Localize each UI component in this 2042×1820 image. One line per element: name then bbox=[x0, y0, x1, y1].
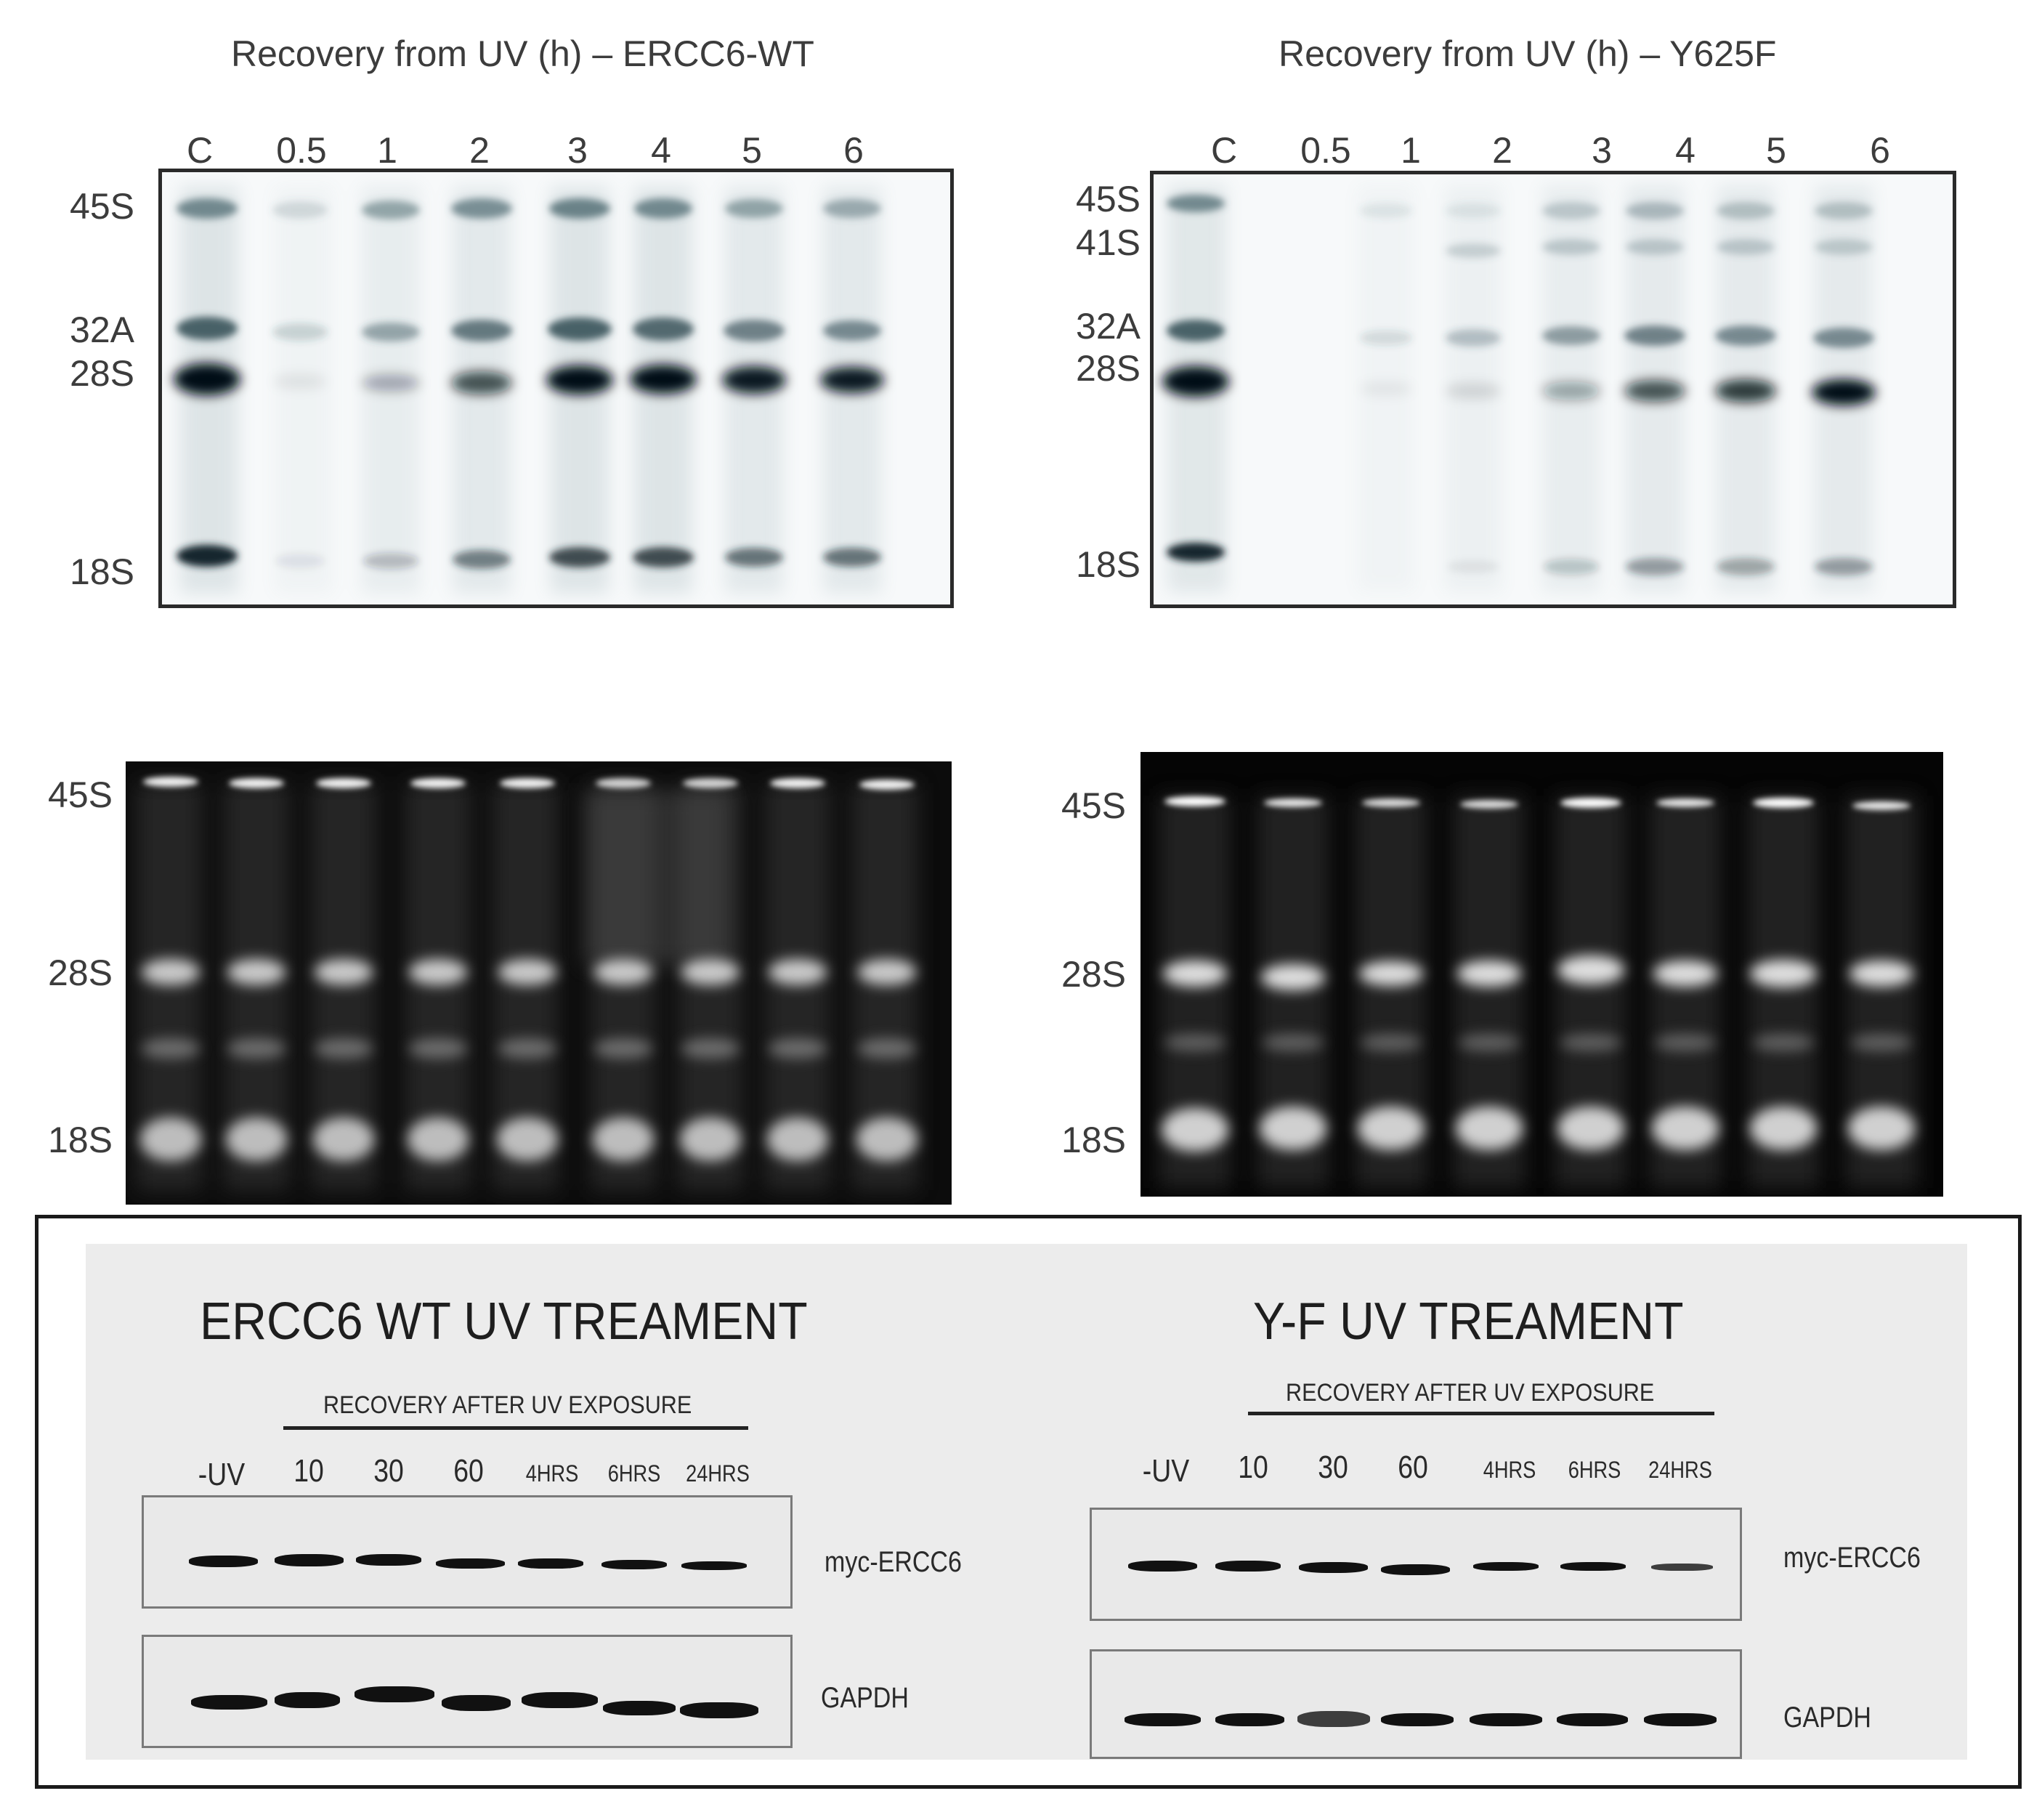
wb-band bbox=[518, 1558, 583, 1569]
lane-label: 5 bbox=[1766, 130, 1786, 171]
agarose-gel-right bbox=[1140, 752, 1943, 1197]
wb-band bbox=[1470, 1713, 1542, 1726]
band-label-28s: 28S bbox=[1076, 348, 1140, 389]
lane-label: 2 bbox=[1492, 130, 1512, 171]
wb-band bbox=[1215, 1561, 1281, 1572]
western-left-title: ERCC6 WT UV TREAMENT bbox=[200, 1293, 808, 1351]
wb-band bbox=[1125, 1713, 1201, 1726]
wb-band bbox=[1651, 1564, 1713, 1571]
wb-band bbox=[436, 1558, 505, 1569]
western-blot-frame bbox=[35, 1215, 2022, 1789]
wb-lane-label: 10 bbox=[293, 1453, 324, 1489]
wb-lane-label: 60 bbox=[1398, 1449, 1428, 1485]
lane-label: C bbox=[1210, 130, 1238, 171]
western-left-myc-strip bbox=[142, 1495, 793, 1609]
wb-band bbox=[1215, 1713, 1284, 1726]
wb-lane-label: 4HRS bbox=[525, 1460, 579, 1487]
lane-label: 6 bbox=[843, 130, 864, 171]
wb-lane-label: -UV bbox=[1142, 1453, 1190, 1489]
wb-lane-label: 30 bbox=[373, 1453, 404, 1489]
wb-band bbox=[356, 1554, 421, 1566]
western-left-label-myc: myc-ERCC6 bbox=[825, 1546, 962, 1578]
band-label-32a: 32A bbox=[1076, 306, 1140, 347]
western-right-title: Y-F UV TREAMENT bbox=[1253, 1293, 1684, 1351]
northern-blot-wt bbox=[158, 169, 954, 608]
western-left-subtitle: RECOVERY AFTER UV EXPOSURE bbox=[323, 1391, 692, 1419]
band-label-18s: 18S bbox=[1076, 544, 1140, 585]
lane-label: 0.5 bbox=[1300, 130, 1351, 171]
lane-label: 6 bbox=[1870, 130, 1890, 171]
wb-band bbox=[1381, 1564, 1450, 1575]
northern-blot-wt-image bbox=[174, 187, 884, 594]
wb-band bbox=[354, 1686, 434, 1702]
wb-band bbox=[603, 1701, 676, 1715]
wb-lane-label: 4HRS bbox=[1483, 1457, 1536, 1483]
gel-band-label-45s: 45S bbox=[48, 774, 113, 815]
wb-band bbox=[1644, 1713, 1717, 1726]
band-label-32a: 32A bbox=[70, 310, 134, 350]
wb-lane-label: 60 bbox=[453, 1453, 484, 1489]
lane-label: 3 bbox=[567, 130, 588, 171]
band-label-45s: 45S bbox=[1076, 179, 1140, 219]
western-left-label-gapdh: GAPDH bbox=[821, 1682, 909, 1714]
wb-band bbox=[681, 1561, 747, 1570]
band-label-28s: 28S bbox=[70, 353, 134, 394]
top-right-title: Recovery from UV (h) – Y625F bbox=[1279, 33, 1777, 74]
gel-band-label-18s: 18S bbox=[48, 1120, 113, 1160]
western-right-myc-strip bbox=[1090, 1508, 1742, 1621]
agarose-gel-left-image bbox=[137, 777, 917, 1190]
wb-band bbox=[680, 1702, 758, 1718]
wb-band bbox=[189, 1556, 258, 1567]
wb-band bbox=[522, 1692, 598, 1708]
top-left-title: Recovery from UV (h) – ERCC6-WT bbox=[231, 33, 814, 74]
wb-band bbox=[601, 1560, 667, 1569]
western-left-underline bbox=[283, 1426, 748, 1430]
northern-blot-y625f bbox=[1150, 171, 1956, 608]
western-right-label-myc: myc-ERCC6 bbox=[1783, 1542, 1921, 1574]
lane-label: 2 bbox=[469, 130, 490, 171]
western-right-gapdh-strip bbox=[1090, 1649, 1742, 1759]
lane-label: 4 bbox=[651, 130, 671, 171]
wb-band bbox=[1299, 1562, 1368, 1573]
western-right-underline bbox=[1248, 1412, 1714, 1415]
western-left-gapdh-strip bbox=[142, 1635, 793, 1748]
wb-band bbox=[191, 1695, 267, 1710]
gel-band-label-28s: 28S bbox=[1061, 954, 1126, 995]
wb-lane-label: 24HRS bbox=[686, 1460, 750, 1487]
wb-band bbox=[275, 1692, 340, 1708]
northern-blot-y625f-image bbox=[1162, 185, 1876, 592]
wb-band bbox=[1381, 1713, 1454, 1726]
wb-lane-label: 30 bbox=[1318, 1449, 1348, 1485]
agarose-gel-right-image bbox=[1159, 796, 1918, 1188]
agarose-gel-left bbox=[126, 761, 952, 1205]
lane-label: 1 bbox=[1401, 130, 1421, 171]
wb-band bbox=[1473, 1562, 1539, 1571]
band-label-18s: 18S bbox=[70, 551, 134, 592]
wb-lane-label: 10 bbox=[1238, 1449, 1268, 1485]
wb-band bbox=[1557, 1713, 1628, 1726]
wb-lane-label: -UV bbox=[198, 1457, 246, 1492]
lane-label: 3 bbox=[1592, 130, 1612, 171]
lane-label: 1 bbox=[377, 130, 397, 171]
lane-label: 0.5 bbox=[276, 130, 327, 171]
lane-label: 4 bbox=[1675, 130, 1695, 171]
wb-band bbox=[275, 1554, 344, 1566]
gel-band-label-45s: 45S bbox=[1061, 785, 1126, 826]
wb-band bbox=[1297, 1711, 1370, 1727]
wb-lane-label: 24HRS bbox=[1648, 1457, 1712, 1483]
lane-label: C bbox=[186, 130, 214, 171]
band-label-41s: 41S bbox=[1076, 222, 1140, 263]
western-right-subtitle: RECOVERY AFTER UV EXPOSURE bbox=[1286, 1379, 1655, 1407]
wb-band bbox=[442, 1695, 511, 1711]
western-right-label-gapdh: GAPDH bbox=[1783, 1702, 1871, 1734]
wb-lane-label: 6HRS bbox=[1568, 1457, 1621, 1483]
gel-band-label-28s: 28S bbox=[48, 953, 113, 993]
gel-band-label-18s: 18S bbox=[1061, 1120, 1126, 1160]
wb-band bbox=[1560, 1562, 1626, 1571]
band-label-45s: 45S bbox=[70, 186, 134, 227]
lane-label: 5 bbox=[742, 130, 762, 171]
wb-lane-label: 6HRS bbox=[607, 1460, 661, 1487]
wb-band bbox=[1128, 1561, 1197, 1572]
